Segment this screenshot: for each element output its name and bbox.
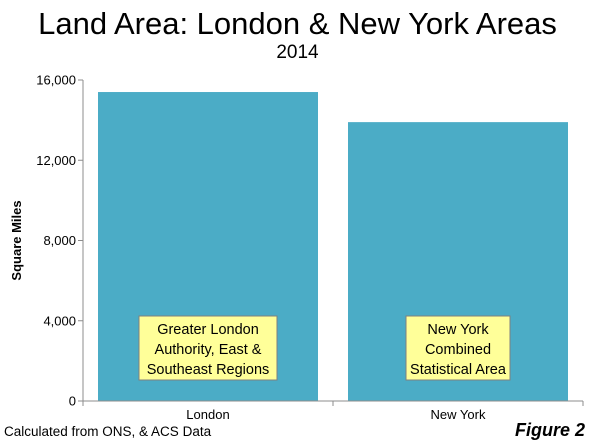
y-tick-label: 0 <box>69 394 76 409</box>
chart-subtitle: 2014 <box>276 42 319 63</box>
chart-title: Land Area: London & New York Areas <box>38 6 557 41</box>
footnote: Calculated from ONS, & ACS Data <box>4 424 212 439</box>
annotation-text: Southeast Regions <box>147 362 270 378</box>
annotation-text: Combined <box>425 342 491 358</box>
annotation-box <box>138 315 278 381</box>
annotation-text: New York <box>427 322 489 338</box>
y-axis-label: Square Miles <box>9 200 24 280</box>
annotation-text: Greater London <box>157 322 259 338</box>
y-tick-label: 4,000 <box>43 313 76 328</box>
x-tick-label: New York <box>431 407 486 422</box>
x-tick-label: London <box>186 407 229 422</box>
y-tick-label: 12,000 <box>36 153 76 168</box>
annotation-box <box>405 315 511 381</box>
annotation-text: Statistical Area <box>410 362 507 378</box>
y-tick-label: 16,000 <box>36 73 76 88</box>
annotation-text: Authority, East & <box>155 342 262 358</box>
y-tick-label: 8,000 <box>43 233 76 248</box>
figure-label: Figure 2 <box>514 420 585 440</box>
